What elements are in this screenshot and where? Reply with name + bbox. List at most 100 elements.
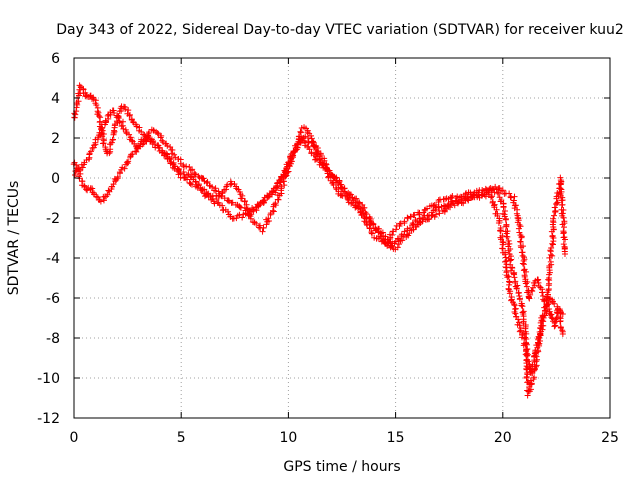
data-point	[91, 142, 98, 149]
data-point	[133, 123, 140, 130]
y-tick-label: 0	[51, 171, 60, 187]
data-point	[363, 214, 370, 221]
data-point	[193, 182, 200, 189]
data-point	[517, 232, 524, 239]
data-point	[557, 318, 564, 325]
data-point	[518, 244, 525, 251]
data-point	[104, 191, 111, 198]
data-point	[265, 193, 272, 200]
data-point	[317, 151, 324, 158]
data-point	[536, 283, 543, 290]
plot-frame	[73, 57, 611, 419]
data-point	[111, 175, 118, 182]
data-point	[404, 225, 411, 232]
data-point	[273, 185, 280, 192]
data-point	[100, 197, 107, 204]
data-point	[478, 192, 485, 199]
data-point	[493, 206, 500, 213]
data-point	[401, 218, 408, 225]
data-point	[535, 279, 542, 286]
data-point	[557, 185, 564, 192]
data-point	[516, 322, 523, 329]
data-point	[528, 287, 535, 294]
data-point	[548, 314, 555, 321]
grid-lines	[74, 58, 610, 418]
data-point	[313, 149, 320, 156]
data-point	[557, 308, 564, 315]
data-point	[519, 252, 526, 259]
data-point	[122, 106, 129, 113]
data-point	[170, 162, 177, 169]
data-point	[192, 171, 199, 178]
data-point	[111, 127, 118, 134]
data-point	[538, 322, 545, 329]
y-tick-label: 2	[51, 131, 60, 147]
data-point	[508, 256, 515, 263]
data-point	[551, 300, 558, 307]
data-point	[104, 112, 111, 119]
data-point	[475, 191, 482, 198]
data-point	[449, 192, 456, 199]
data-point	[96, 129, 103, 136]
data-point	[200, 175, 207, 182]
data-point	[503, 223, 510, 230]
data-point	[524, 392, 531, 399]
data-point	[522, 280, 529, 287]
data-point	[114, 173, 121, 180]
data-point	[542, 308, 549, 315]
data-point	[86, 151, 93, 158]
data-point	[502, 216, 509, 223]
data-point	[512, 310, 519, 317]
data-point	[212, 187, 219, 194]
data-point	[148, 136, 155, 143]
data-point	[164, 142, 171, 149]
data-point	[407, 213, 414, 220]
data-point	[253, 220, 260, 227]
data-point	[349, 194, 356, 201]
x-axis-label: GPS time / hours	[283, 459, 400, 475]
data-point	[510, 199, 517, 206]
data-point	[204, 178, 211, 185]
data-point	[460, 200, 467, 207]
data-point	[183, 163, 190, 170]
data-point	[287, 158, 294, 165]
data-point	[215, 188, 222, 195]
y-tick-label: -2	[46, 211, 60, 227]
data-point	[518, 302, 525, 309]
data-point	[299, 137, 306, 144]
data-point	[539, 289, 546, 296]
data-point	[280, 178, 287, 185]
data-point	[313, 156, 320, 163]
data-point	[268, 188, 275, 195]
data-point	[520, 261, 527, 268]
data-point	[154, 130, 161, 137]
data-point	[536, 340, 543, 347]
data-point	[294, 144, 301, 151]
series-trace-b	[70, 133, 566, 376]
data-point	[551, 212, 558, 219]
data-point	[96, 113, 103, 120]
data-point	[260, 199, 267, 206]
data-point	[265, 215, 272, 222]
data-point	[502, 254, 509, 261]
data-point	[519, 260, 526, 267]
axis-ticks	[73, 57, 611, 419]
data-points	[70, 82, 569, 399]
data-point	[106, 150, 113, 157]
data-point	[368, 230, 375, 237]
data-point	[490, 186, 497, 193]
data-point	[321, 157, 328, 164]
data-point	[253, 207, 260, 214]
data-point	[516, 296, 523, 303]
data-point	[241, 204, 248, 211]
data-point	[508, 296, 515, 303]
data-point	[511, 274, 518, 281]
data-point	[166, 155, 173, 162]
data-point	[174, 168, 181, 175]
data-point	[330, 174, 337, 181]
data-point	[454, 198, 461, 205]
data-point	[151, 141, 158, 148]
data-point	[502, 264, 509, 271]
data-point	[515, 316, 522, 323]
